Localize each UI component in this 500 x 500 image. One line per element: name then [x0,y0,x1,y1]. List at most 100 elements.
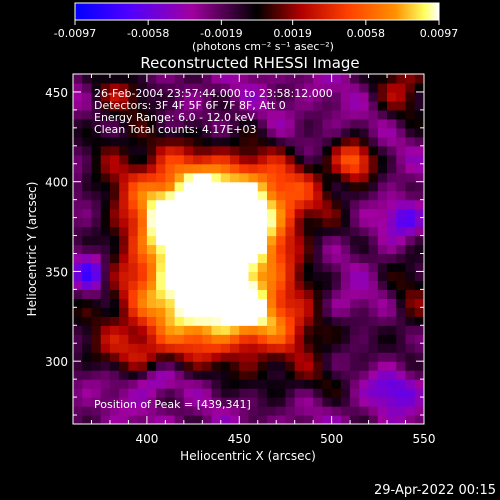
heatmap-cell [331,118,342,129]
heatmap-cell [359,127,370,138]
heatmap-cell [350,343,360,353]
heatmap-cell [322,199,333,210]
x-tick-label: 400 [135,432,158,446]
heatmap-cell [220,415,231,424]
heatmap-cell [396,298,407,308]
heatmap-cell [137,172,148,183]
heatmap-cell [405,235,416,246]
y-axis-label: Heliocentric Y (arcsec) [25,182,39,317]
heatmap-cell [303,316,314,326]
heatmap-cell [91,163,102,174]
heatmap-cell [294,127,305,138]
heatmap-cell [137,163,148,174]
heatmap-cell [340,109,351,120]
heatmap-cell [156,370,166,380]
heatmap-cell [368,388,379,398]
heatmap-cell [294,361,305,371]
heatmap-cell [73,145,83,156]
heatmap-cell [414,190,424,201]
heatmap-cell [91,109,102,120]
heatmap-cell [239,109,250,120]
heatmap-cell [331,262,342,273]
heatmap-cell [303,280,314,290]
heatmap-cell [165,145,176,156]
heatmap-cell [119,127,130,138]
heatmap-cell [220,253,231,264]
heatmap-cell [128,280,139,290]
heatmap-cell [359,271,370,282]
heatmap-cell [230,199,240,210]
heatmap-cell [405,307,416,317]
heatmap-cell [137,388,148,398]
heatmap-cell [414,298,424,308]
heatmap-cell [73,307,83,317]
heatmap-cell [220,280,231,290]
heatmap-cell [257,253,268,264]
heatmap-cell [396,235,407,246]
heatmap-cell [313,172,323,183]
heatmap-cell [146,280,157,290]
heatmap-cell [387,352,397,362]
colorbar-unit-label: (photons cm⁻² s⁻¹ asec⁻²) [192,40,334,53]
heatmap-cell [350,127,360,138]
heatmap-cell [340,397,351,407]
heatmap-cell [340,154,351,165]
heatmap-cell [211,235,222,246]
heatmap-cell [248,388,259,398]
heatmap-cell [294,379,305,389]
heatmap-cell [193,181,203,192]
heatmap-cell [91,397,102,407]
heatmap-cell [100,316,111,326]
heatmap-cell [340,190,351,201]
heatmap-cell [73,181,83,192]
heatmap-cell [100,379,111,389]
heatmap-cell [331,217,342,228]
heatmap-cell [183,91,194,102]
heatmap-cell [359,406,370,416]
heatmap-cell [109,406,120,416]
heatmap-cell [368,244,379,255]
heatmap-cell [193,253,203,264]
heatmap-cell [368,325,379,335]
heatmap-cell [128,109,139,120]
heatmap-cell [396,100,407,111]
heatmap-cell [91,316,102,326]
heatmap-cell [82,163,93,174]
heatmap-cell [303,217,314,228]
heatmap-cell [396,181,407,192]
heatmap-cell [414,253,424,264]
heatmap-cell [248,379,259,389]
heatmap-cell [109,190,120,201]
heatmap-cell [146,352,157,362]
heatmap-cell [377,388,388,398]
heatmap-cell [257,343,268,353]
heatmap-cell [146,325,157,335]
heatmap-cell [193,307,203,317]
heatmap-cell [100,271,111,282]
heatmap-cell [331,136,342,147]
heatmap-cell [91,334,102,344]
heatmap-cell [285,316,296,326]
heatmap-cell [350,91,360,102]
heatmap-cell [350,415,360,424]
heatmap-cell [119,118,130,129]
heatmap-cell [368,199,379,210]
heatmap-cell [137,190,148,201]
heatmap-cell [294,280,305,290]
heatmap-cell [165,208,176,219]
heatmap-cell [128,136,139,147]
heatmap-cell [100,226,111,237]
heatmap-cell [128,190,139,201]
heatmap-cell [146,343,157,353]
heatmap-cell [220,127,231,138]
heatmap-cell [239,262,250,273]
heatmap-cell [266,136,277,147]
heatmap-cell [331,172,342,183]
heatmap-cell [377,397,388,407]
heatmap-cell [377,307,388,317]
heatmap-cell [276,253,287,264]
heatmap-cell [276,82,287,93]
colorbar-tick-label: -0.0058 [127,27,169,40]
heatmap-cell [193,334,203,344]
heatmap-cell [276,388,287,398]
